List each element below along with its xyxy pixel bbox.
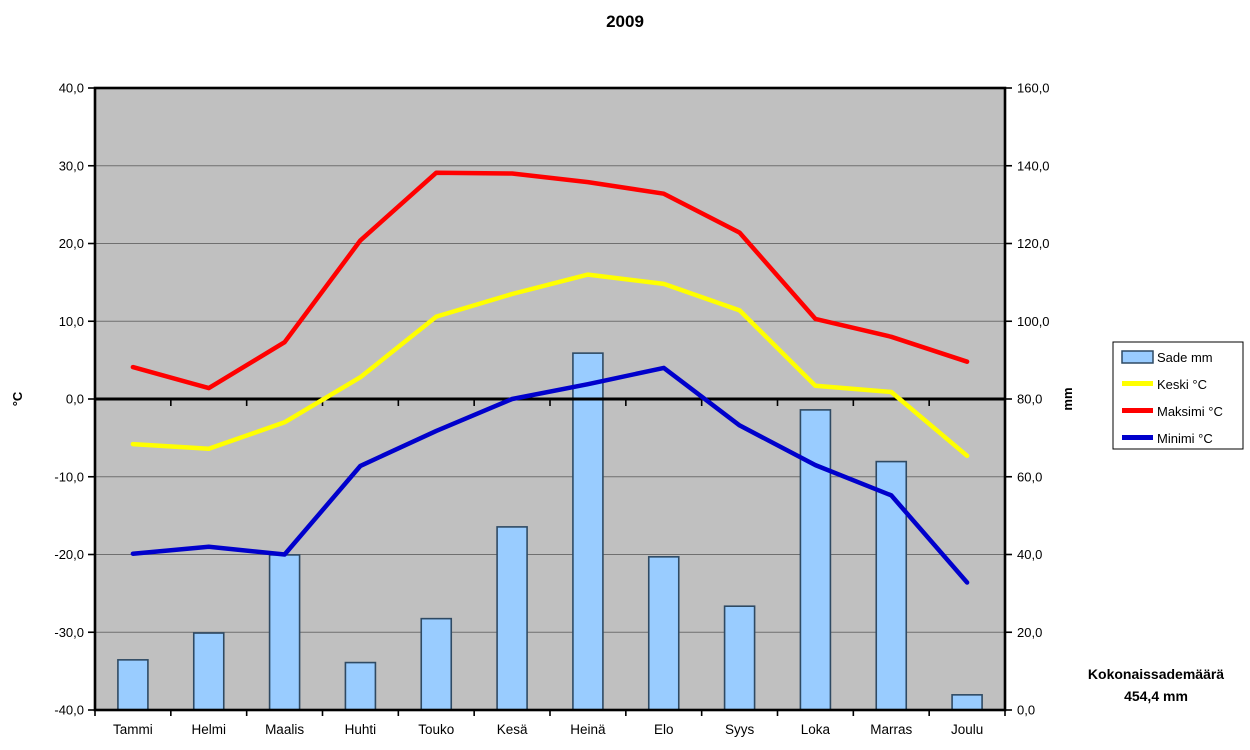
note-title: Kokonaissademäärä xyxy=(1088,666,1224,682)
axis-label-layer: -40,0 -30,0 -20,0 -10,0 0,0 10,0 20,0 30,0 40,0 0… xyxy=(54,81,1049,738)
right-axis-tick-label: 0,0 xyxy=(1017,703,1035,718)
bar-huhti xyxy=(344,661,377,711)
month-label-tammi: Tammi xyxy=(113,722,153,737)
chart-title: 2009 xyxy=(606,12,644,31)
right-axis-tick-label: 20,0 xyxy=(1017,625,1042,640)
gridline-layer xyxy=(95,165,1005,633)
right-axis-title: mm xyxy=(1060,387,1075,410)
month-label-loka: Loka xyxy=(801,722,831,737)
month-label-maalis: Maalis xyxy=(265,722,304,737)
bar-kesä xyxy=(496,526,528,711)
right-axis-tick-label: 60,0 xyxy=(1017,469,1042,484)
line-series-layer xyxy=(130,170,970,585)
left-axis-title: °C xyxy=(10,391,25,406)
left-axis-tick-label: -40,0 xyxy=(54,703,84,718)
month-label-helmi: Helmi xyxy=(191,722,226,737)
month-label-marras: Marras xyxy=(870,722,912,737)
total-precipitation-note: Kokonaissademäärä 454,4 mm xyxy=(1088,666,1224,704)
right-axis-tick-label: 140,0 xyxy=(1017,158,1050,173)
bar-tammi xyxy=(117,659,149,711)
month-label-joulu: Joulu xyxy=(951,722,983,737)
bar-syys xyxy=(723,605,756,711)
axis-tick-layer xyxy=(88,87,1012,716)
bar-loka xyxy=(799,409,832,711)
legend-label-maksimi: Maksimi °C xyxy=(1157,404,1223,419)
bar-series-layer xyxy=(117,352,983,711)
legend-label-keski: Keski °C xyxy=(1157,377,1207,392)
legend-swatch-minimi xyxy=(1122,435,1153,440)
month-label-heinä: Heinä xyxy=(570,722,606,737)
line-minimi-c xyxy=(130,365,970,585)
bar-joulu xyxy=(951,694,983,711)
month-label-kesä: Kesä xyxy=(497,722,528,737)
right-axis-tick-label: 80,0 xyxy=(1017,392,1042,407)
bar-heinä xyxy=(572,352,604,711)
left-axis-tick-label: 10,0 xyxy=(59,314,84,329)
bar-touko xyxy=(420,617,453,711)
legend: Sade mm Keski °C Maksimi °C Minimi °C xyxy=(1112,341,1244,450)
left-axis-tick-label: 30,0 xyxy=(59,158,84,173)
month-label-huhti: Huhti xyxy=(345,722,377,737)
legend-swatch-maksimi xyxy=(1122,408,1153,413)
left-axis-tick-label: -30,0 xyxy=(54,625,84,640)
left-axis-tick-label: 20,0 xyxy=(59,236,84,251)
bar-marras xyxy=(875,460,908,711)
legend-swatch-sade xyxy=(1121,350,1154,364)
legend-label-sade: Sade mm xyxy=(1157,350,1213,365)
left-axis-tick-label: -10,0 xyxy=(54,469,84,484)
legend-swatch-keski xyxy=(1122,381,1153,386)
month-label-elo: Elo xyxy=(654,722,674,737)
legend-label-minimi: Minimi °C xyxy=(1157,431,1213,446)
month-label-syys: Syys xyxy=(725,722,755,737)
right-axis-tick-label: 100,0 xyxy=(1017,314,1050,329)
left-axis-tick-label: -20,0 xyxy=(54,547,84,562)
left-axis-tick-label: 40,0 xyxy=(59,81,84,96)
bar-maalis xyxy=(268,554,301,711)
note-value: 454,4 mm xyxy=(1124,688,1188,704)
right-axis-tick-label: 160,0 xyxy=(1017,81,1050,96)
left-axis-tick-label: 0,0 xyxy=(66,392,84,407)
month-label-touko: Touko xyxy=(418,722,454,737)
right-axis-tick-label: 40,0 xyxy=(1017,547,1042,562)
line-keski-c xyxy=(130,272,970,459)
bar-elo xyxy=(647,556,680,711)
right-axis-tick-label: 120,0 xyxy=(1017,236,1050,251)
bar-helmi xyxy=(192,632,225,711)
line-maksimi-c xyxy=(130,170,970,391)
